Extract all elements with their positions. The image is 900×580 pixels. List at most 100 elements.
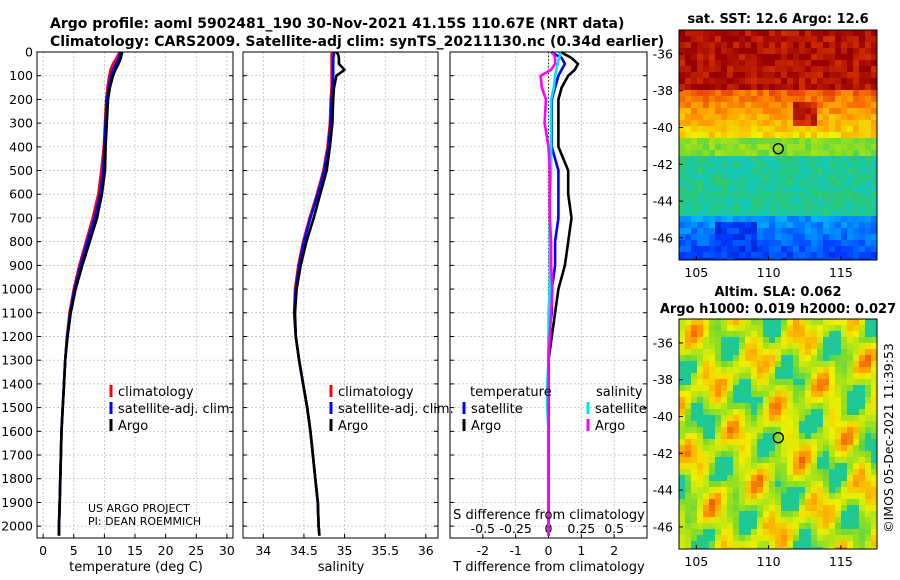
map-cell [679,72,686,79]
map-cell [739,132,746,139]
map-cell [805,156,812,163]
map-cell [739,379,746,386]
map-cell [799,132,806,139]
map-cell [721,60,728,67]
map-cell [697,505,704,512]
map-cell [727,168,734,175]
map-cell [799,180,806,187]
map-cell [691,403,698,410]
map-cell [775,234,782,241]
map-cell [799,138,806,145]
map-cell [679,144,686,151]
map-cell [709,108,716,115]
map-cell [865,162,872,169]
map-cell [805,180,812,187]
map-cell [769,222,776,229]
map-cell [871,246,877,253]
map-cell [787,403,794,410]
map-cell [685,132,692,139]
map-cell [871,30,877,37]
map-cell [709,258,716,260]
map-cell [871,252,877,259]
map-cell [757,126,764,133]
map-cell [865,409,872,416]
map-cell [739,234,746,241]
map-cell [757,168,764,175]
map-cell [811,204,818,211]
map-cell [865,541,872,548]
map-cell [871,228,877,235]
s-diff-tick-label: 0.5 [604,521,624,536]
map-cell [745,54,752,61]
map-cell [865,433,872,440]
map-cell [781,421,788,428]
map-cell [781,198,788,205]
map-cell [697,511,704,518]
map-cell [757,240,764,247]
map-cell [721,216,728,223]
map-cell [763,523,770,530]
map-cell [823,222,830,229]
map-cell [703,433,710,440]
map-cell [679,48,686,55]
map-cell [835,535,842,542]
map-cell [769,415,776,422]
map-cell [787,102,794,109]
map-cell [679,84,686,91]
map-cell [781,156,788,163]
map-cell [697,355,704,362]
map-cell [745,403,752,410]
map-cell [715,210,722,217]
map-cell [829,445,836,452]
map-cell [871,517,877,524]
map-cell [685,228,692,235]
map-cell [775,186,782,193]
map-cell [823,180,830,187]
map-cell [769,517,776,524]
map-cell [793,144,800,151]
map-cell [793,66,800,73]
map-cell [799,102,806,109]
map-cell [703,511,710,518]
map-cell [697,90,704,97]
map-x-tick-label: 115 [829,554,853,569]
map-cell [727,403,734,410]
map-cell [745,120,752,127]
map-cell [715,84,722,91]
map-cell [715,96,722,103]
map-cell [859,427,866,434]
map-cell [805,379,812,386]
map-cell [829,192,836,199]
map-cell [775,499,782,506]
map-cell [847,415,854,422]
map-cell [781,72,788,79]
map-cell [691,240,698,247]
map-cell [793,457,800,464]
map-cell [685,102,692,109]
map-cell [853,102,860,109]
map-cell [841,150,848,157]
map-cell [787,331,794,338]
map-cell [841,523,848,530]
map-cell [751,42,758,49]
map-cell [823,138,830,145]
map-cell [817,168,824,175]
map-cell [811,343,818,350]
map-cell [871,409,877,416]
map-cell [739,349,746,356]
map-cell [793,240,800,247]
map-y-tick-label: -36 [653,46,673,61]
map-cell [709,186,716,193]
map-cell [757,445,764,452]
map-cell [715,433,722,440]
map-cell [793,246,800,253]
map-cell [871,180,877,187]
map-cell [775,156,782,163]
map-cell [721,180,728,187]
map-cell [685,186,692,193]
map-cell [829,523,836,530]
map-cell [829,114,836,121]
map-cell [781,391,788,398]
map-cell [691,150,698,157]
